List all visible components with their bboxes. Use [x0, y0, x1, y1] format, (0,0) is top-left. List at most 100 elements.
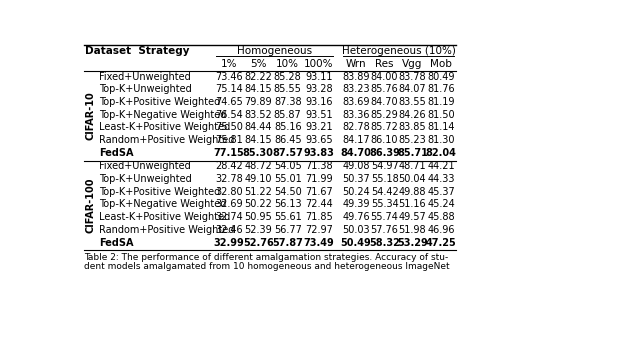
- Text: 85.87: 85.87: [274, 110, 301, 120]
- Text: 71.38: 71.38: [305, 161, 333, 171]
- Text: 83.69: 83.69: [342, 97, 370, 107]
- Text: Dataset  Strategy: Dataset Strategy: [84, 46, 189, 56]
- Text: 49.88: 49.88: [399, 187, 426, 197]
- Text: 85.76: 85.76: [371, 84, 399, 94]
- Text: 85.23: 85.23: [399, 135, 426, 145]
- Text: 83.78: 83.78: [399, 72, 426, 82]
- Text: 51.98: 51.98: [399, 225, 426, 235]
- Text: Fixed+Unweighted: Fixed+Unweighted: [99, 161, 191, 171]
- Text: 58.32: 58.32: [369, 238, 400, 248]
- Text: 83.85: 83.85: [399, 122, 426, 132]
- Text: 76.54: 76.54: [215, 110, 243, 120]
- Text: Top-K+Negative Weighted: Top-K+Negative Weighted: [99, 110, 227, 120]
- Text: Least-K+Positive Weighted: Least-K+Positive Weighted: [99, 122, 230, 132]
- Text: 83.89: 83.89: [342, 72, 370, 82]
- Text: 93.21: 93.21: [305, 122, 333, 132]
- Text: Homogeneous: Homogeneous: [237, 46, 312, 56]
- Text: 84.00: 84.00: [371, 72, 398, 82]
- Text: 74.65: 74.65: [215, 97, 243, 107]
- Text: 28.42: 28.42: [215, 161, 243, 171]
- Text: 81.30: 81.30: [428, 135, 455, 145]
- Text: 93.83: 93.83: [303, 148, 334, 158]
- Text: dent models amalgamated from 10 homogeneous and heterogeneous ImageNet: dent models amalgamated from 10 homogene…: [84, 262, 449, 271]
- Text: 72.44: 72.44: [305, 200, 333, 209]
- Text: 46.96: 46.96: [428, 225, 455, 235]
- Text: 72.97: 72.97: [305, 225, 333, 235]
- Text: 84.26: 84.26: [399, 110, 426, 120]
- Text: 49.76: 49.76: [342, 212, 370, 222]
- Text: CIFAR-100: CIFAR-100: [86, 177, 96, 233]
- Text: 81.14: 81.14: [428, 122, 455, 132]
- Text: 49.57: 49.57: [399, 212, 426, 222]
- Text: Top-K+Positive Weighted: Top-K+Positive Weighted: [99, 97, 221, 107]
- Text: 84.15: 84.15: [244, 84, 272, 94]
- Text: Top-K+Unweighted: Top-K+Unweighted: [99, 84, 192, 94]
- Text: 93.28: 93.28: [305, 84, 333, 94]
- Text: 84.70: 84.70: [340, 148, 371, 158]
- Text: 47.25: 47.25: [426, 238, 456, 248]
- Text: FedSA: FedSA: [99, 148, 134, 158]
- Text: Random+Positive Weighted: Random+Positive Weighted: [99, 135, 235, 145]
- Text: 45.37: 45.37: [428, 187, 455, 197]
- Text: 100%: 100%: [304, 58, 333, 69]
- Text: 71.85: 71.85: [305, 212, 333, 222]
- Text: 85.72: 85.72: [371, 122, 399, 132]
- Text: 84.07: 84.07: [399, 84, 426, 94]
- Text: Wrn: Wrn: [346, 58, 366, 69]
- Text: 50.37: 50.37: [342, 174, 370, 184]
- Text: Top-K+Positive Weighted: Top-K+Positive Weighted: [99, 187, 221, 197]
- Text: 53.29: 53.29: [397, 238, 428, 248]
- Text: 85.28: 85.28: [274, 72, 301, 82]
- Text: 71.67: 71.67: [305, 187, 333, 197]
- Text: 93.51: 93.51: [305, 110, 333, 120]
- Text: 79.89: 79.89: [244, 97, 272, 107]
- Text: 86.39: 86.39: [369, 148, 400, 158]
- Text: 71.99: 71.99: [305, 174, 333, 184]
- Text: FedSA: FedSA: [99, 238, 134, 248]
- Text: 44.21: 44.21: [428, 161, 455, 171]
- Text: 85.71: 85.71: [397, 148, 428, 158]
- Text: 84.17: 84.17: [342, 135, 370, 145]
- Text: 73.46: 73.46: [215, 72, 243, 82]
- Text: 73.49: 73.49: [303, 238, 334, 248]
- Text: 82.22: 82.22: [244, 72, 272, 82]
- Text: 57.76: 57.76: [371, 225, 399, 235]
- Text: 75.14: 75.14: [215, 84, 243, 94]
- Text: 32.80: 32.80: [215, 187, 243, 197]
- Text: 87.57: 87.57: [272, 148, 303, 158]
- Text: 50.24: 50.24: [342, 187, 370, 197]
- Text: 32.69: 32.69: [215, 200, 243, 209]
- Text: Heterogeneous (10%): Heterogeneous (10%): [342, 46, 456, 56]
- Text: 44.33: 44.33: [428, 174, 455, 184]
- Text: Top-K+Unweighted: Top-K+Unweighted: [99, 174, 192, 184]
- Text: 83.52: 83.52: [244, 110, 272, 120]
- Text: 49.08: 49.08: [342, 161, 370, 171]
- Text: 56.13: 56.13: [274, 200, 301, 209]
- Text: 82.04: 82.04: [426, 148, 456, 158]
- Text: 93.11: 93.11: [305, 72, 332, 82]
- Text: 84.44: 84.44: [244, 122, 272, 132]
- Text: 75.81: 75.81: [215, 135, 243, 145]
- Text: 54.50: 54.50: [274, 187, 301, 197]
- Text: 51.22: 51.22: [244, 187, 272, 197]
- Text: 84.70: 84.70: [371, 97, 398, 107]
- Text: 85.30: 85.30: [243, 148, 274, 158]
- Text: 32.99: 32.99: [213, 238, 244, 248]
- Text: 10%: 10%: [276, 58, 300, 69]
- Text: Vgg: Vgg: [403, 58, 422, 69]
- Text: 55.74: 55.74: [371, 212, 399, 222]
- Text: Res: Res: [375, 58, 394, 69]
- Text: 55.01: 55.01: [274, 174, 301, 184]
- Text: 45.88: 45.88: [428, 212, 455, 222]
- Text: 49.10: 49.10: [244, 174, 272, 184]
- Text: 86.10: 86.10: [371, 135, 398, 145]
- Text: 81.50: 81.50: [428, 110, 455, 120]
- Text: 83.55: 83.55: [399, 97, 426, 107]
- Text: 1%: 1%: [221, 58, 237, 69]
- Text: 55.34: 55.34: [371, 200, 399, 209]
- Text: 85.29: 85.29: [371, 110, 399, 120]
- Text: 50.04: 50.04: [399, 174, 426, 184]
- Text: 51.16: 51.16: [399, 200, 426, 209]
- Text: 48.71: 48.71: [399, 161, 426, 171]
- Text: 77.15: 77.15: [213, 148, 244, 158]
